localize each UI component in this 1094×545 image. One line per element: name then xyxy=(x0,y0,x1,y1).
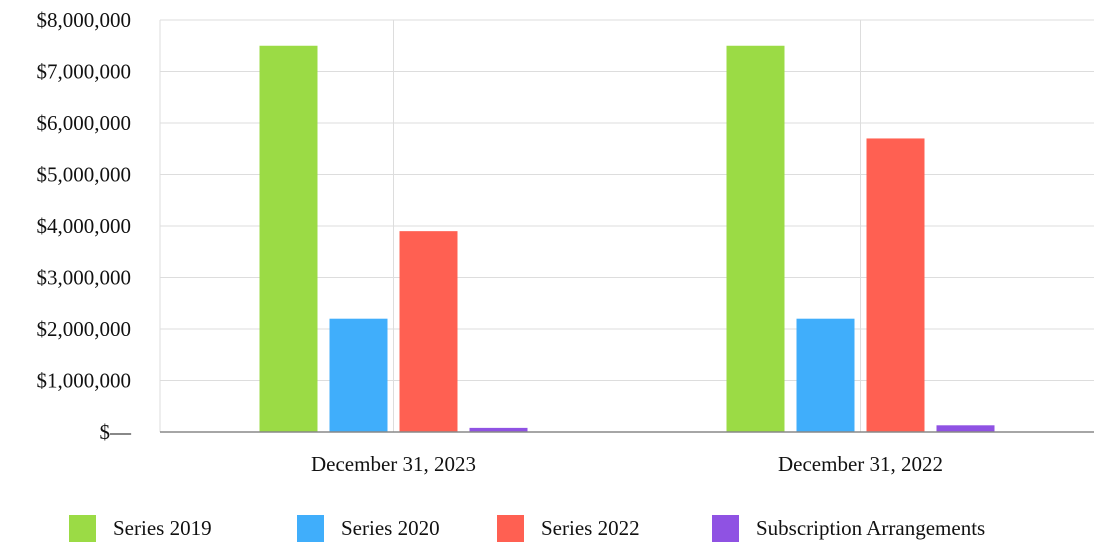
y-tick-label: $7,000,000 xyxy=(37,60,132,84)
y-tick-label: $3,000,000 xyxy=(37,266,132,290)
x-tick-label: December 31, 2023 xyxy=(311,452,476,476)
legend-swatch xyxy=(297,514,324,542)
bar xyxy=(796,318,855,432)
y-tick-label: $2,000,000 xyxy=(37,317,132,341)
legend-label: Series 2019 xyxy=(113,515,212,540)
bar xyxy=(726,45,785,432)
legend-item: Series 2019 xyxy=(69,512,212,544)
legend-item: Series 2020 xyxy=(297,512,440,544)
legend: Series 2019 Series 2020 Series 2022 Subscri… xyxy=(0,512,1094,544)
bar xyxy=(866,138,925,432)
legend-label: Series 2020 xyxy=(341,515,440,540)
y-tick-label: $— xyxy=(100,420,133,444)
y-tick-label: $5,000,000 xyxy=(37,163,132,187)
x-axis-ticks: December 31, 2023 December 31, 2022 xyxy=(311,452,943,476)
legend-swatch xyxy=(69,514,96,542)
y-tick-label: $1,000,000 xyxy=(37,369,132,393)
bar xyxy=(259,45,318,432)
legend-label: Series 2022 xyxy=(541,515,640,540)
x-tick-label: December 31, 2022 xyxy=(778,452,943,476)
legend-swatch xyxy=(712,514,739,542)
y-tick-label: $6,000,000 xyxy=(37,111,132,135)
legend-label: Subscription Arrangements xyxy=(756,515,986,540)
legend-swatch xyxy=(497,514,524,542)
bar xyxy=(936,425,995,432)
legend-item: Subscription Arrangements xyxy=(712,512,985,544)
bar xyxy=(399,231,458,432)
legend-item: Series 2022 xyxy=(497,512,640,544)
bar-chart: $— $1,000,000 $2,000,000 $3,000,000 $4,000,0… xyxy=(37,8,1094,476)
bar xyxy=(469,427,528,432)
y-tick-label: $4,000,000 xyxy=(37,214,132,238)
y-tick-label: $8,000,000 xyxy=(37,8,132,32)
bars xyxy=(259,45,995,432)
y-axis-ticks: $— $1,000,000 $2,000,000 $3,000,000 $4,000,0… xyxy=(37,8,133,444)
bar xyxy=(329,318,388,432)
